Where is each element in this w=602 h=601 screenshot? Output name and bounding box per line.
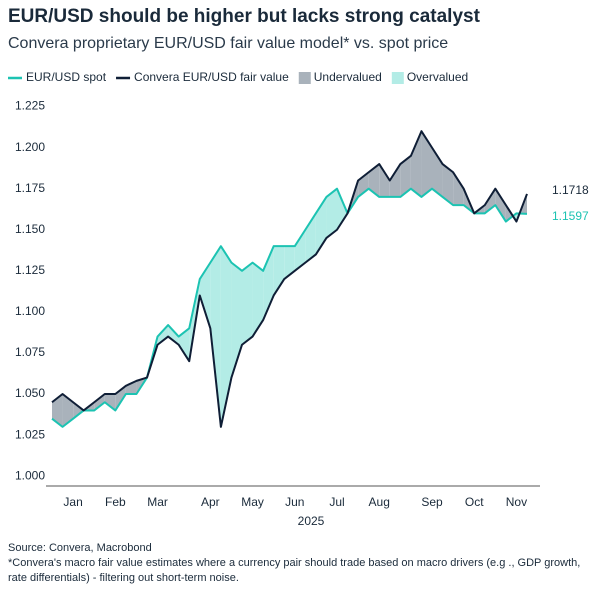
undervalued-area [62,394,74,427]
overvalued-area [178,328,190,362]
undervalued-area [453,172,464,206]
x-tick-label: Jan [63,495,82,509]
undervalued-area [484,188,496,214]
y-tick-label: 1.050 [15,386,45,400]
overvalued-area [294,229,306,271]
y-tick-label: 1.200 [15,140,45,154]
undervalued-area [115,385,126,411]
y-tick-label: 1.100 [15,304,45,318]
y-tick-label: 1.125 [15,263,45,277]
overvalued-area [315,196,327,255]
legend-swatch [298,72,311,84]
overvalued-area [273,246,285,296]
undervalued-area [421,131,432,197]
overvalued-area [199,262,211,329]
y-tick-label: 1.150 [15,222,45,236]
x-tick-label: Aug [369,495,390,509]
x-tick-label: Oct [465,495,484,509]
x-tick-label: May [241,495,264,509]
end-value-label: 1.1718 [552,183,589,197]
series-line [51,130,528,428]
y-tick-label: 1.075 [15,345,45,359]
legend-label: Overvalued [407,70,468,84]
undervalued-area [52,394,63,427]
x-tick-label: Jun [285,495,304,509]
overvalued-area [242,262,253,345]
end-value-label: 1.1597 [552,209,589,223]
overvalued-area [168,325,179,345]
x-tick-label: Mar [147,495,168,509]
undervalued-area [73,402,84,419]
undervalued-area [368,164,380,197]
chart: 2025 1.000 1.025 1.050 1.075 1.100 1.125 1.150… [8,70,589,528]
overvalued-area [157,325,169,345]
x-tick-label: Apr [201,495,220,509]
overvalued-area [252,262,264,337]
legend-swatch [391,72,404,84]
legend-label: EUR/USD spot [26,70,107,84]
overvalued-area [337,188,348,230]
series-line [51,187,528,428]
legend-label: Convera EUR/USD fair value [134,70,289,84]
x-axis-label: 2025 [298,514,325,528]
notes: Source: Convera, Macrobond *Convera's ma… [8,541,593,586]
y-tick-label: 1.175 [15,181,45,195]
x-tick-label: Feb [105,495,126,509]
undervalued-area [400,155,411,197]
undervalued-area [442,164,454,206]
undervalued-area [94,394,105,411]
overvalued-area [326,188,337,238]
overvalued-area [220,246,232,427]
y-tick-label: 1.000 [15,468,45,482]
overvalued-area [284,246,295,280]
undervalued-area [389,164,401,197]
x-tick-label: Jul [329,495,344,509]
y-tick-label: 1.025 [15,427,45,441]
overvalued-area [210,246,221,427]
source: Source: Convera, Macrobond [8,542,152,554]
undervalued-area [379,164,390,197]
overvalued-area [231,262,242,378]
chart-title: EUR/USD should be higher but lacks stron… [8,6,480,27]
x-tick-label: Nov [506,495,527,509]
undervalued-area [495,188,506,222]
footnote: *Convera's macro fair value estimates wh… [8,557,581,584]
chart-subtitle: Convera proprietary EUR/USD fair value m… [8,35,449,52]
undervalued-area [410,131,422,197]
legend-label: Undervalued [314,70,382,84]
y-tick-label: 1.225 [15,99,45,113]
x-tick-label: Sep [421,495,443,509]
undervalued-area [104,394,116,411]
undervalued-area [125,380,137,395]
